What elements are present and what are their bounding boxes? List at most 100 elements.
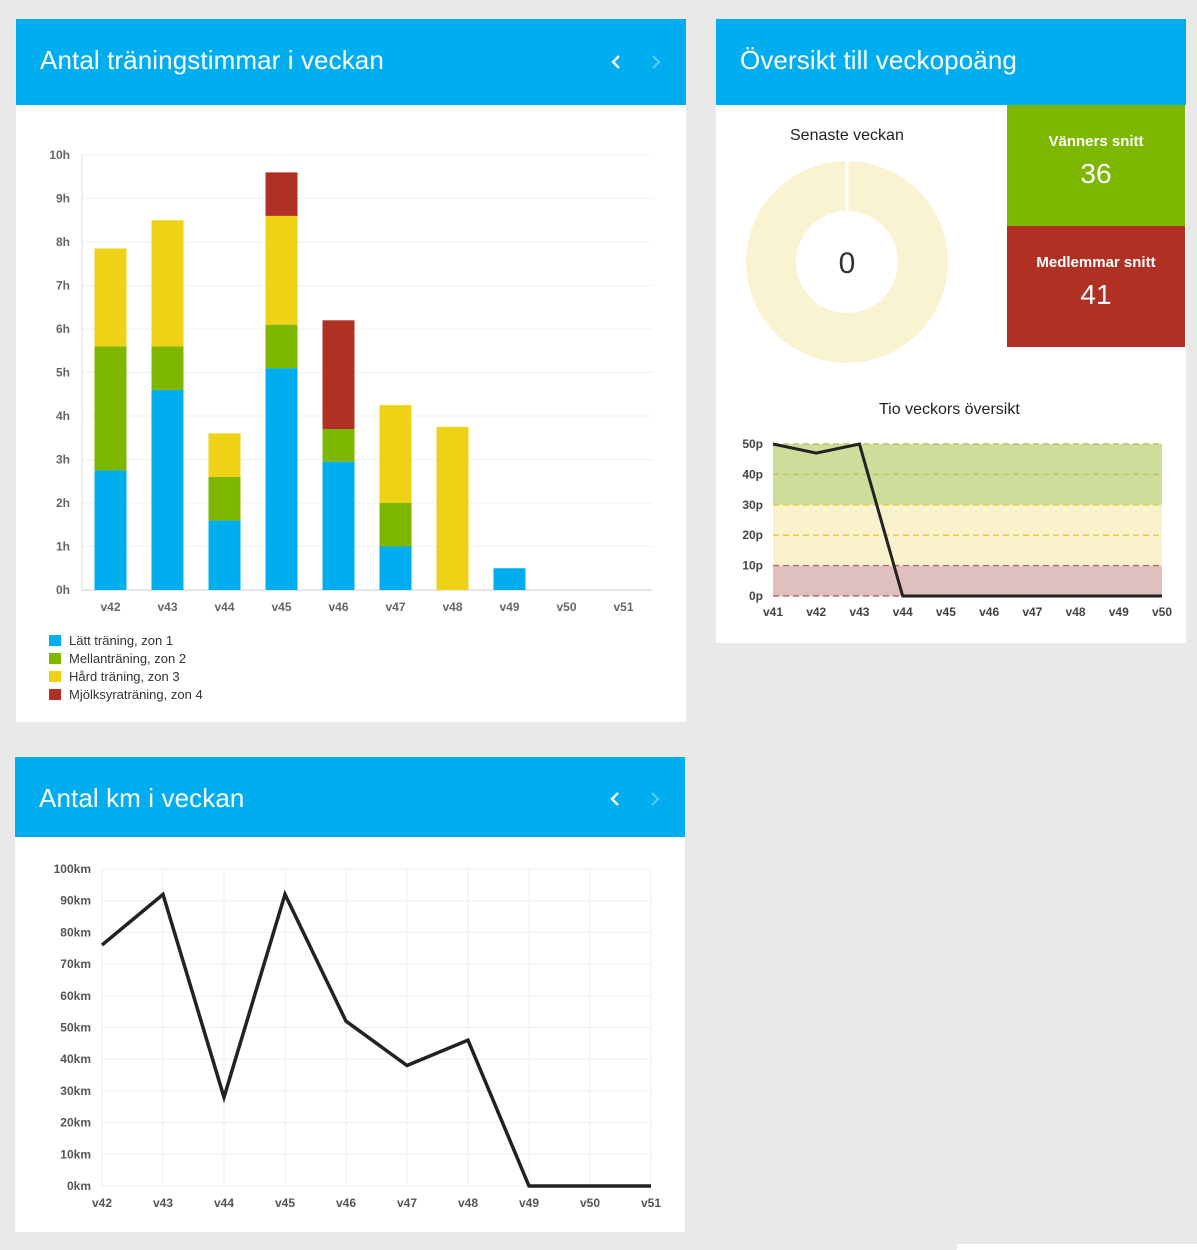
x-tick-label: v47 xyxy=(385,600,405,614)
hours-panel-header: Antal träningstimmar i veckan xyxy=(16,19,686,105)
bar-segment xyxy=(265,172,298,216)
x-tick-label: v50 xyxy=(580,1196,600,1210)
bar-segment xyxy=(94,470,127,590)
x-tick-label: v46 xyxy=(328,600,348,614)
y-tick-label: 3h xyxy=(56,453,70,467)
points-series-line xyxy=(772,442,1162,598)
legend-swatch xyxy=(49,652,61,664)
y-tick-label: 10h xyxy=(49,148,70,162)
prev-week-button[interactable] xyxy=(603,787,627,811)
x-tick-label: v50 xyxy=(1152,605,1172,619)
members-average-label: Medlemmar snitt xyxy=(1036,254,1156,271)
points-panel-title: Översikt till veckopoäng xyxy=(740,45,1017,75)
bar-segment xyxy=(265,368,298,590)
footer-strip xyxy=(957,1244,1197,1250)
chevron-right-icon xyxy=(651,792,660,806)
bar-segment xyxy=(208,520,241,590)
x-tick-label: v45 xyxy=(271,600,291,614)
members-average-box: Medlemmar snitt 41 xyxy=(1007,226,1185,347)
bar-segment xyxy=(265,215,298,325)
legend-item[interactable]: Lätt träning, zon 1 xyxy=(49,631,203,649)
friends-average-label: Vänners snitt xyxy=(1048,133,1144,150)
y-tick-label: 8h xyxy=(56,235,70,249)
km-panel-header: Antal km i veckan xyxy=(15,757,685,837)
friends-average-value: 36 xyxy=(1080,158,1112,189)
x-tick-label: v46 xyxy=(336,1196,356,1210)
y-tick-label: 100km xyxy=(54,862,91,876)
prev-week-button[interactable] xyxy=(604,50,628,74)
ten-week-line-chart: 0p 10p 20p 30p 40p 50p v41 v42 v43 v44 v45 v46 v47 v4… xyxy=(742,437,1172,619)
legend-swatch xyxy=(49,670,61,682)
x-tick-label: v49 xyxy=(519,1196,539,1210)
points-panel: Översikt till veckopoäng Senaste veckan … xyxy=(716,19,1186,643)
x-tick-label: v42 xyxy=(100,600,120,614)
y-tick-label: 20km xyxy=(60,1116,91,1130)
legend-item[interactable]: Mellanträning, zon 2 xyxy=(49,649,203,667)
y-tick-label: 90km xyxy=(60,894,91,908)
bar-segment xyxy=(379,546,412,590)
legend-item[interactable]: Hård träning, zon 3 xyxy=(49,667,203,685)
bar-segment xyxy=(322,461,355,590)
y-tick-label: 70km xyxy=(60,957,91,971)
x-tick-label: v44 xyxy=(214,600,234,614)
x-tick-label: v42 xyxy=(92,1196,112,1210)
km-panel: Antal km i veckan 0km 10km 20km 30km 40km 50k… xyxy=(15,757,685,1232)
x-tick-label: v48 xyxy=(458,1196,478,1210)
x-tick-label: v45 xyxy=(275,1196,295,1210)
bar-segment xyxy=(151,220,184,347)
legend-label: Mellanträning, zon 2 xyxy=(69,650,187,666)
y-tick-label: 6h xyxy=(56,322,70,336)
bar-segment xyxy=(322,320,355,430)
y-tick-label: 80km xyxy=(60,925,91,939)
y-tick-label: 40km xyxy=(60,1052,91,1066)
hours-legend: Lätt träning, zon 1 Mellanträning, zon 2 H… xyxy=(49,631,203,703)
y-tick-label: 50km xyxy=(60,1021,91,1035)
legend-label: Mjölksyraträning, zon 4 xyxy=(69,686,203,702)
bar-segment xyxy=(265,324,298,369)
y-tick-label: 30km xyxy=(60,1084,91,1098)
y-tick-label: 4h xyxy=(56,409,70,423)
legend-item[interactable]: Mjölksyraträning, zon 4 xyxy=(49,685,203,703)
bar-segment xyxy=(208,433,241,477)
bar-segment xyxy=(151,346,184,390)
y-tick-label: 7h xyxy=(56,279,70,293)
y-tick-label: 0p xyxy=(749,589,763,603)
x-tick-label: v42 xyxy=(806,605,826,619)
x-tick-label: v48 xyxy=(1066,605,1086,619)
members-average-value: 41 xyxy=(1080,279,1112,310)
x-tick-label: v49 xyxy=(1109,605,1129,619)
x-tick-label: v43 xyxy=(849,605,869,619)
bar-segment xyxy=(379,405,412,503)
y-tick-label: 9h xyxy=(56,192,70,206)
y-tick-label: 30p xyxy=(742,498,763,512)
chevron-left-icon xyxy=(610,792,619,806)
chevron-left-icon xyxy=(611,55,620,69)
x-tick-label: v47 xyxy=(397,1196,417,1210)
km-series-line xyxy=(100,889,651,1188)
x-tick-label: v48 xyxy=(442,600,462,614)
legend-label: Lätt träning, zon 1 xyxy=(69,632,174,648)
bar-segment xyxy=(94,346,127,471)
y-tick-label: 10km xyxy=(60,1147,91,1161)
km-line-chart: 0km 10km 20km 30km 40km 50km 60km 70km 80km 90km 1… xyxy=(54,862,662,1210)
x-tick-label: v51 xyxy=(641,1196,661,1210)
y-tick-label: 40p xyxy=(742,467,763,481)
x-tick-label: v50 xyxy=(556,600,576,614)
legend-swatch xyxy=(49,688,61,700)
ten-week-title: Tio veckors översikt xyxy=(879,401,1020,418)
bar-segment xyxy=(379,503,412,547)
bar-segment xyxy=(151,389,184,590)
latest-week-title: Senaste veckan xyxy=(790,127,904,144)
x-tick-label: v44 xyxy=(214,1196,234,1210)
hours-bar-chart: 0h 1h 2h 3h 4h 5h 6h 7h 8h 9h 10h v42 v43 v44 v45 v46 v4… xyxy=(49,148,652,614)
donut-center-value: 0 xyxy=(839,247,856,280)
next-week-button[interactable] xyxy=(644,50,668,74)
x-tick-label: v47 xyxy=(1022,605,1042,619)
score-band xyxy=(773,565,1162,596)
x-tick-label: v46 xyxy=(979,605,999,619)
hours-panel: Antal träningstimmar i veckan 0h 1h 2h 3h 4h… xyxy=(16,19,686,722)
bar-segment xyxy=(322,429,355,462)
next-week-button[interactable] xyxy=(643,787,667,811)
x-tick-label: v43 xyxy=(157,600,177,614)
x-tick-label: v51 xyxy=(613,600,633,614)
